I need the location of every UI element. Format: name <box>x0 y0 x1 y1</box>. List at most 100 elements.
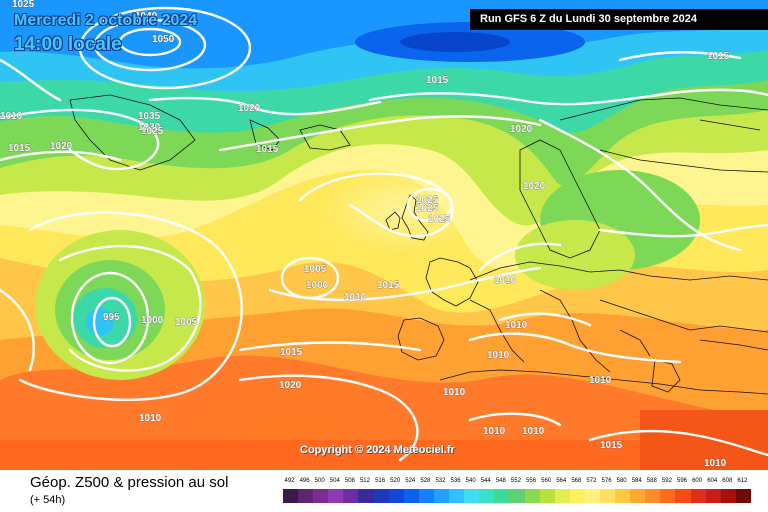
colorscale-tick: 580 <box>616 478 627 484</box>
colorscale-swatch <box>539 489 555 503</box>
colorscale-tick: 544 <box>480 478 491 484</box>
colorscale-tick: 592 <box>661 478 672 484</box>
isobar-label: 1015 <box>377 280 400 291</box>
colorscale-tick: 584 <box>631 478 642 484</box>
colorscale-swatch <box>599 489 616 503</box>
colorscale-swatch <box>479 489 495 503</box>
colorscale-swatch <box>675 489 691 503</box>
colorscale-tick: 492 <box>284 478 295 484</box>
isobars <box>0 6 768 462</box>
colorscale-tick: 612 <box>737 478 748 484</box>
isobar-label: 1025 <box>416 203 439 214</box>
colorscale-swatch <box>584 489 600 503</box>
colorscale-tick: 536 <box>450 478 461 484</box>
colorscale-bar <box>283 489 751 503</box>
lead-time: (+ 54h) <box>30 494 66 506</box>
isobar-label: 1015 <box>8 143 31 154</box>
isobar-label: 1010 <box>443 387 466 398</box>
colorscale-tick: 532 <box>435 478 446 484</box>
colorscale-swatch <box>630 489 646 503</box>
isobar-label: 1010 <box>704 458 727 469</box>
isobar-label: 1020 <box>50 141 73 152</box>
colorscale-swatch <box>524 489 540 503</box>
colorscale-tick: 576 <box>601 478 612 484</box>
isobar-label: 1025 <box>12 0 35 10</box>
colorscale-tick: 512 <box>359 478 370 484</box>
coastlines <box>69 94 768 395</box>
colorscale-swatch <box>283 489 299 503</box>
isobar-label: 1000 <box>306 280 329 291</box>
isobar-label: 1010 <box>483 426 506 437</box>
isobar-label: 1010 <box>522 426 545 437</box>
colorscale-tick: 552 <box>510 478 521 484</box>
isobar-label: 1050 <box>152 34 175 45</box>
isobar-label: 1025 <box>428 214 451 225</box>
colorscale-swatch <box>645 489 661 503</box>
colorscale-swatch <box>494 489 510 503</box>
colorscale-ticks: 492 496 500 504 508 512 516 520 524 528 532 536 540 5… <box>283 478 751 487</box>
map-panel: 1025 1040 1050 1010 1015 1035 1030 1025 … <box>0 0 768 470</box>
colorscale-tick: 496 <box>299 478 310 484</box>
colorscale-swatch <box>449 489 465 503</box>
isobar-label: 1040 <box>135 11 158 22</box>
run-info: Run GFS 6 Z du Lundi 30 septembre 2024 <box>470 9 768 30</box>
isobar-label: 1010 <box>494 275 517 286</box>
colorscale-tick: 556 <box>526 478 537 484</box>
colorscale-swatch <box>509 489 525 503</box>
isobar-label: 1030 <box>138 122 161 133</box>
colorscale-swatch <box>328 489 344 503</box>
isobar-label: 1015 <box>256 144 279 155</box>
isobar-label: 1000 <box>141 315 164 326</box>
colorscale-tick: 516 <box>375 478 386 484</box>
field-title: Géop. Z500 & pression au sol <box>30 474 229 491</box>
isobar-label: 1010 <box>139 413 162 424</box>
colorscale-swatch <box>298 489 314 503</box>
colorscale-tick: 560 <box>541 478 552 484</box>
isobar-label: 1010 <box>344 292 367 303</box>
isobar-label: 1015 <box>426 75 449 86</box>
colorscale-tick: 600 <box>692 478 703 484</box>
legend-footer: Géop. Z500 & pression au sol (+ 54h) 492… <box>0 470 768 512</box>
colorscale-tick: 568 <box>571 478 582 484</box>
colorscale-swatch <box>569 489 585 503</box>
isobar-label: 1010 <box>487 350 510 361</box>
colorscale-swatch <box>660 489 676 503</box>
colorscale-tick: 564 <box>556 478 567 484</box>
colorscale-tick: 528 <box>420 478 431 484</box>
copyright: Copyright © 2024 Meteociel.fr <box>300 444 455 456</box>
colorscale-swatch <box>358 489 374 503</box>
isobar-label: 1015 <box>707 51 730 62</box>
isobar-label: 1020 <box>279 380 302 391</box>
colorscale-tick: 588 <box>646 478 657 484</box>
colorscale-swatch <box>720 489 736 503</box>
valid-time: 14:00 locale <box>14 34 122 55</box>
isobar-labels: 1025 1040 1050 1010 1015 1035 1030 1025 … <box>0 0 730 469</box>
colorscale-tick: 500 <box>314 478 325 484</box>
colorscale-swatch <box>418 489 434 503</box>
colorscale-swatch <box>705 489 721 503</box>
isobar-label: 1010 <box>505 320 528 331</box>
colorscale-tick: 508 <box>344 478 355 484</box>
colorscale-swatch <box>433 489 450 503</box>
colorscale-tick: 504 <box>329 478 340 484</box>
isobar-label: 1005 <box>175 317 198 328</box>
isobar-label: 1025 <box>416 195 439 206</box>
isobar-label: 1010 <box>589 375 612 386</box>
isobar-label: 1010 <box>0 111 23 122</box>
colorscale-swatch <box>388 489 404 503</box>
isobar-label: 995 <box>103 312 120 323</box>
colorscale-tick: 540 <box>465 478 476 484</box>
colorscale-swatch <box>343 489 359 503</box>
colorscale-swatch <box>403 489 419 503</box>
isobar-label: 1020 <box>523 181 546 192</box>
colorscale-tick: 596 <box>677 478 688 484</box>
colorscale-tick: 572 <box>586 478 597 484</box>
forecast-map: 1025 1040 1050 1010 1015 1035 1030 1025 … <box>0 0 768 470</box>
colorscale-swatch <box>690 489 706 503</box>
isobar-label: 1020 <box>238 103 261 114</box>
colorscale-tick: 520 <box>390 478 401 484</box>
colorscale-swatch <box>373 489 389 503</box>
isobar-label: 1025 <box>141 126 164 137</box>
colorscale-swatch <box>615 489 631 503</box>
